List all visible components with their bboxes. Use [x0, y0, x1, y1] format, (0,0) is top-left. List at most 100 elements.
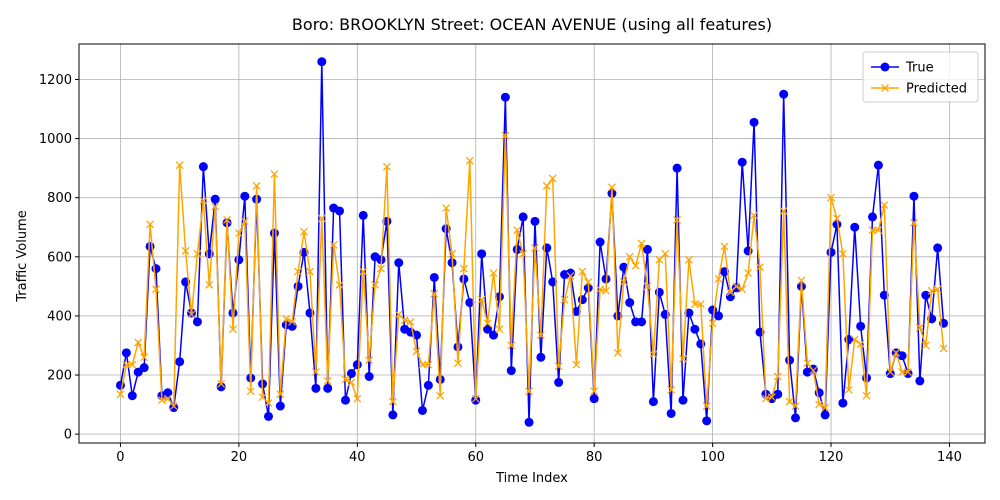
- data-point: [542, 181, 551, 190]
- data-point: [915, 323, 924, 332]
- data-point: [323, 376, 332, 385]
- data-point: [874, 226, 883, 235]
- data-point: [377, 264, 385, 273]
- data-point: [565, 268, 575, 278]
- data-point: [571, 306, 581, 316]
- data-point: [477, 295, 486, 304]
- data-point: [388, 397, 397, 406]
- data-point: [749, 117, 759, 127]
- x-tick-label: 40: [349, 450, 366, 465]
- legend-box: [862, 51, 979, 103]
- data-point: [287, 321, 297, 331]
- data-point: [258, 393, 267, 402]
- data-point: [187, 310, 196, 319]
- data-point: [157, 396, 166, 405]
- data-point: [655, 255, 664, 264]
- data-point: [400, 316, 409, 325]
- data-point: [554, 377, 564, 387]
- y-tick-label: 800: [47, 191, 72, 206]
- data-point: [151, 264, 161, 274]
- data-point: [779, 89, 789, 99]
- data-point: [708, 319, 717, 328]
- y-tick-label: 0: [64, 428, 72, 443]
- data-point: [921, 341, 930, 350]
- data-point: [637, 239, 646, 248]
- data-point: [797, 276, 806, 285]
- data-point: [412, 347, 421, 356]
- data-point: [216, 382, 226, 392]
- data-point: [163, 388, 173, 398]
- data-point: [448, 249, 457, 258]
- data-point: [873, 160, 883, 170]
- y-tick-label: 400: [47, 309, 72, 324]
- data-point: [163, 394, 172, 403]
- data-point: [838, 249, 847, 258]
- data-point: [525, 387, 533, 396]
- data-point: [489, 330, 499, 340]
- data-point: [193, 249, 202, 258]
- data-point: [619, 277, 628, 286]
- data-point: [933, 243, 943, 253]
- data-point: [726, 288, 735, 297]
- data-point: [471, 395, 481, 405]
- data-point: [595, 237, 605, 247]
- data-point: [531, 243, 539, 252]
- data-point: [382, 162, 391, 171]
- data-point: [809, 366, 818, 375]
- data-point: [827, 193, 835, 202]
- data-point: [613, 348, 622, 357]
- data-point: [146, 220, 155, 229]
- data-point: [832, 219, 842, 229]
- data-point: [340, 395, 350, 405]
- data-point: [335, 280, 344, 289]
- data-point: [536, 352, 546, 362]
- data-point: [833, 214, 841, 223]
- data-point: [731, 283, 741, 293]
- data-point: [365, 356, 374, 365]
- data-point: [371, 280, 380, 289]
- data-point: [909, 191, 919, 201]
- data-point: [483, 319, 492, 328]
- y-tick-label: 1200: [39, 73, 72, 88]
- data-point: [602, 286, 610, 295]
- data-point: [867, 212, 877, 222]
- data-point: [417, 405, 427, 415]
- data-point: [483, 324, 493, 334]
- data-point: [364, 372, 374, 381]
- data-point: [886, 368, 895, 377]
- plot-area-frame: [78, 43, 986, 444]
- data-point: [217, 379, 226, 388]
- data-point: [127, 391, 137, 401]
- data-point: [625, 298, 635, 308]
- data-point: [211, 202, 220, 211]
- data-point: [252, 181, 261, 190]
- data-point: [530, 216, 540, 226]
- data-point: [518, 212, 528, 222]
- data-point: [294, 267, 303, 276]
- legend-label: Predicted: [906, 82, 967, 97]
- data-point: [436, 391, 445, 400]
- data-point: [909, 218, 918, 227]
- data-point: [122, 360, 131, 369]
- data-point: [566, 272, 575, 280]
- x-tick-label: 100: [700, 450, 725, 465]
- data-point: [684, 308, 694, 318]
- x-tick-label: 0: [116, 450, 124, 465]
- data-point: [572, 360, 581, 369]
- data-point: [323, 383, 333, 393]
- data-point: [311, 383, 321, 393]
- series-layer: [115, 57, 949, 427]
- data-point: [270, 170, 279, 179]
- x-tick-label: 140: [937, 450, 962, 465]
- data-point: [737, 157, 747, 167]
- data-point: [820, 410, 830, 420]
- x-axis-ticks: 0 20 40 60 80 100 120 140: [116, 443, 962, 465]
- x-tick-label: 120: [819, 450, 844, 465]
- data-point: [750, 211, 759, 220]
- data-point: [672, 163, 682, 173]
- data-point: [210, 194, 220, 204]
- data-point: [880, 201, 889, 210]
- data-point: [785, 355, 795, 365]
- data-point: [649, 350, 658, 359]
- data-point: [352, 360, 362, 370]
